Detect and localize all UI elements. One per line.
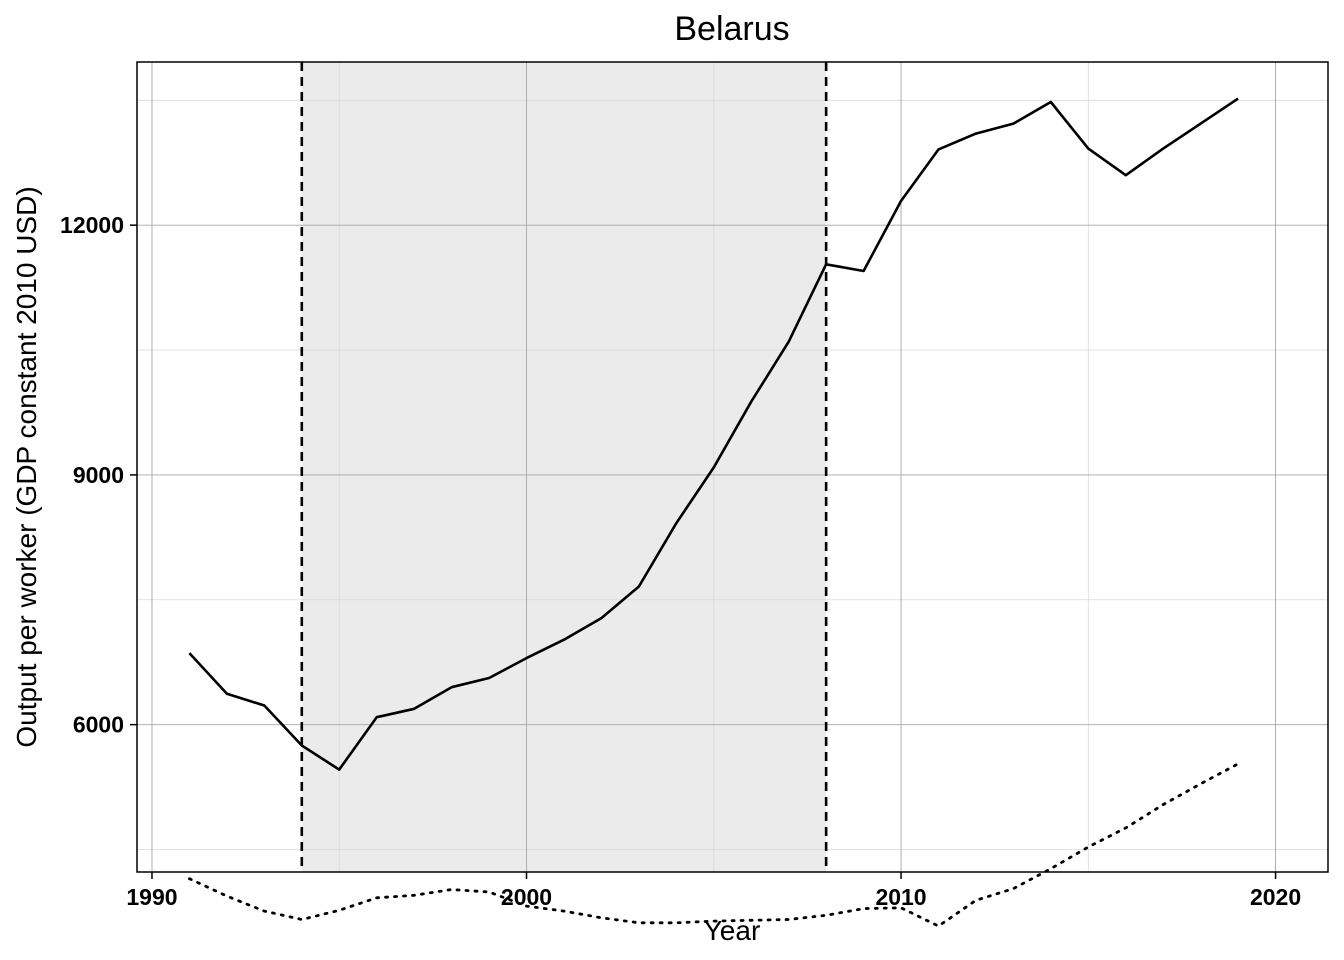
plot-frame (136, 61, 1329, 873)
x-axis-title: Year (704, 915, 761, 946)
x-tick-label: 2000 (501, 884, 552, 910)
y-tick-label: 12000 (60, 212, 124, 238)
reference-lines (300, 62, 828, 872)
series-line-solid (188, 97, 1239, 771)
x-tick-label: 2010 (875, 884, 926, 910)
x-tick-label: 1990 (126, 884, 177, 910)
shaded-period (301, 62, 827, 872)
y-tick-label: 6000 (73, 712, 124, 738)
ticks: 1990 2000 2010 2020 6000 9000 12000 (60, 212, 1301, 910)
series (187, 97, 1240, 928)
y-axis-title: Output per worker (GDP constant 2010 USD… (11, 186, 42, 747)
plot-border (136, 61, 1329, 873)
y-tick-label: 9000 (73, 462, 124, 488)
series-line-dotted (187, 762, 1240, 928)
x-tick-label: 2020 (1250, 884, 1301, 910)
grid (137, 62, 1328, 872)
chart-title: Belarus (674, 10, 789, 48)
shaded-region (301, 62, 827, 872)
